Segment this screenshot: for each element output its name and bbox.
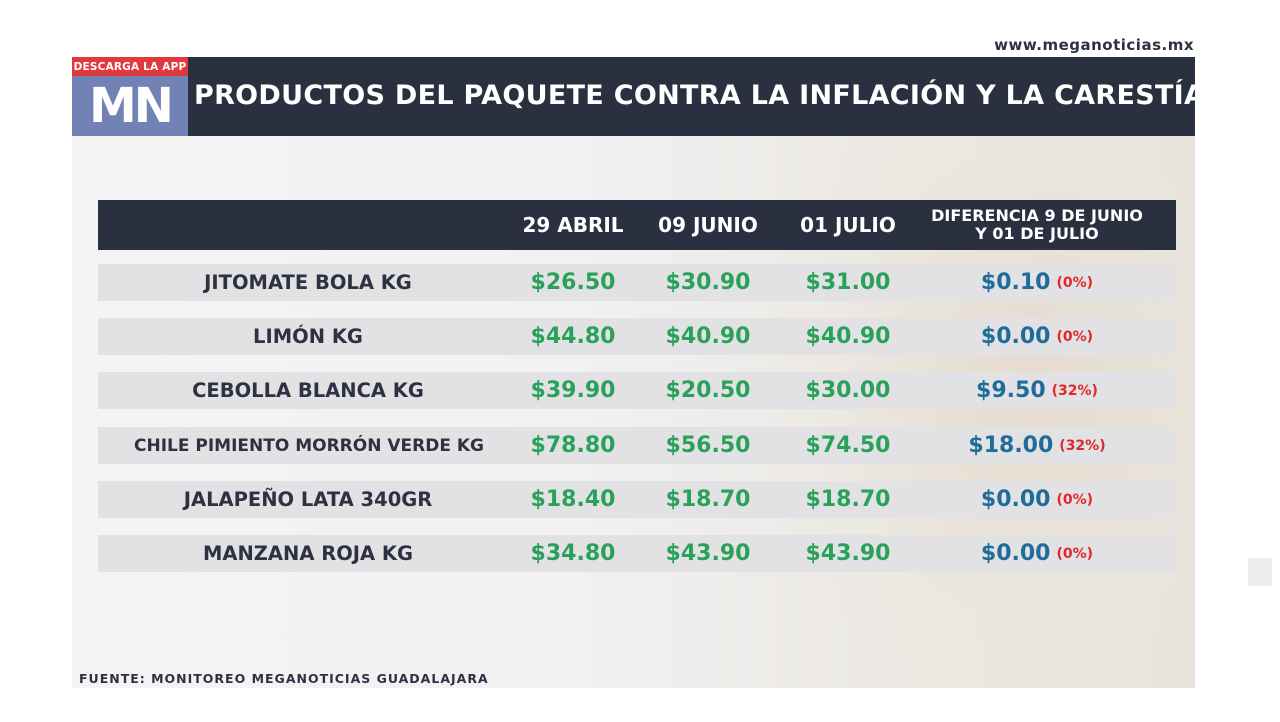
price-abril: $78.80 (530, 433, 616, 458)
table-row: CHILE PIMIENTO MORRÓN VERDE KG $78.80 $5… (98, 427, 1176, 464)
difference-cell: $9.50 (32%) (913, 372, 1161, 409)
product-name: MANZANA ROJA KG (202, 542, 414, 565)
brand-logo[interactable]: DESCARGA LA APP MN (72, 57, 188, 136)
price-abril: $26.50 (530, 270, 616, 295)
price-junio: $18.70 (665, 487, 751, 512)
difference-percent: (0%) (1056, 328, 1094, 345)
price-julio: $40.90 (805, 324, 891, 349)
product-name: CEBOLLA BLANCA KG (192, 379, 424, 402)
price-junio: $43.90 (665, 541, 751, 566)
col-header-abril: 29 ABRIL (522, 213, 624, 237)
difference-amount: $0.10 (980, 270, 1051, 295)
mn-logo: MN (72, 76, 188, 136)
product-name: LIMÓN KG (253, 325, 363, 348)
price-junio: $40.90 (665, 324, 751, 349)
price-julio: $43.90 (805, 541, 891, 566)
col-header-diferencia: DIFERENCIA 9 DE JUNIO Y 01 DE JULIO (913, 200, 1161, 250)
difference-percent: (0%) (1056, 545, 1094, 562)
price-julio: $30.00 (805, 378, 891, 403)
table-row: LIMÓN KG $44.80 $40.90 $40.90 $0.00 (0%) (98, 318, 1176, 355)
difference-cell: $0.10 (0%) (913, 264, 1161, 301)
difference-cell: $0.00 (0%) (913, 481, 1161, 518)
difference-cell: $0.00 (0%) (913, 318, 1161, 355)
difference-percent: (32%) (1059, 437, 1106, 454)
download-app-tag[interactable]: DESCARGA LA APP (72, 57, 188, 76)
price-junio: $56.50 (665, 433, 751, 458)
product-name: JALAPEÑO LATA 340GR (183, 488, 433, 511)
table-row: JITOMATE BOLA KG $26.50 $30.90 $31.00 $0… (98, 264, 1176, 301)
difference-amount: $0.00 (980, 487, 1051, 512)
difference-cell: $0.00 (0%) (913, 535, 1161, 572)
table-row: CEBOLLA BLANCA KG $39.90 $20.50 $30.00 $… (98, 372, 1176, 409)
col-header-julio: 01 JULIO (800, 213, 896, 237)
col-header-diferencia-line2: Y 01 DE JULIO (975, 224, 1099, 243)
product-name: CHILE PIMIENTO MORRÓN VERDE KG (133, 435, 484, 456)
col-header-junio: 09 JUNIO (658, 213, 758, 237)
difference-amount: $18.00 (968, 433, 1054, 458)
table-header: 29 ABRIL 09 JUNIO 01 JULIO DIFERENCIA 9 … (98, 200, 1176, 250)
table-row: JALAPEÑO LATA 340GR $18.40 $18.70 $18.70… (98, 481, 1176, 518)
difference-percent: (0%) (1056, 491, 1094, 508)
price-abril: $39.90 (530, 378, 616, 403)
title-bar (72, 57, 1195, 136)
price-junio: $20.50 (665, 378, 751, 403)
price-abril: $34.80 (530, 541, 616, 566)
col-header-diferencia-line1: DIFERENCIA 9 DE JUNIO (931, 206, 1143, 225)
price-abril: $44.80 (530, 324, 616, 349)
difference-amount: $0.00 (980, 324, 1051, 349)
difference-amount: $0.00 (980, 541, 1051, 566)
source-caption: FUENTE: MONITOREO MEGANOTICIAS GUADALAJA… (79, 671, 489, 686)
difference-amount: $9.50 (976, 378, 1046, 403)
difference-cell: $18.00 (32%) (913, 427, 1161, 464)
table-row: MANZANA ROJA KG $34.80 $43.90 $43.90 $0.… (98, 535, 1176, 572)
price-junio: $30.90 (665, 270, 751, 295)
difference-percent: (32%) (1051, 382, 1098, 399)
price-julio: $18.70 (805, 487, 891, 512)
price-julio: $31.00 (805, 270, 891, 295)
difference-percent: (0%) (1056, 274, 1094, 291)
price-abril: $18.40 (530, 487, 616, 512)
product-name: JITOMATE BOLA KG (204, 271, 412, 294)
site-url[interactable]: www.meganoticias.mx (994, 36, 1194, 54)
price-julio: $74.50 (805, 433, 891, 458)
page-title: PRODUCTOS DEL PAQUETE CONTRA LA INFLACIÓ… (194, 80, 1206, 111)
side-scroll-tab[interactable] (1248, 558, 1272, 586)
